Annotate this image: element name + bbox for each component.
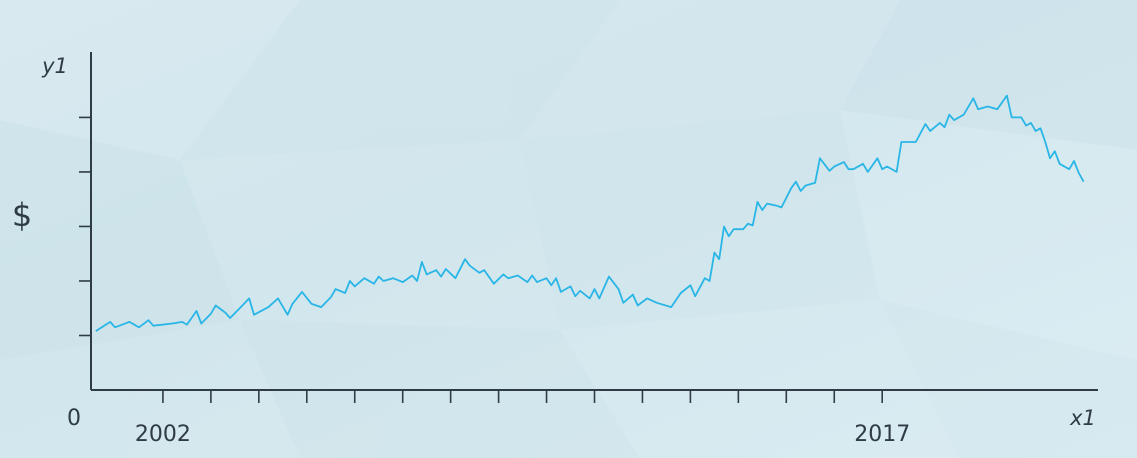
axes [79, 52, 1098, 403]
x-axis-label: x1 [1069, 406, 1096, 430]
series-line-0 [95, 94, 1085, 332]
x-tick-label-2002: 2002 [135, 422, 191, 447]
series-layer [95, 94, 1085, 332]
x-tick-label-2017: 2017 [854, 422, 910, 447]
y-axis-top-label: y1 [41, 54, 68, 78]
y-ticks [79, 116, 91, 337]
x-tick-labels: 2002 2017 [135, 422, 910, 447]
origin-label: 0 [67, 406, 81, 431]
y-axis-side-label: $ [12, 196, 32, 234]
x-ticks [162, 390, 884, 403]
